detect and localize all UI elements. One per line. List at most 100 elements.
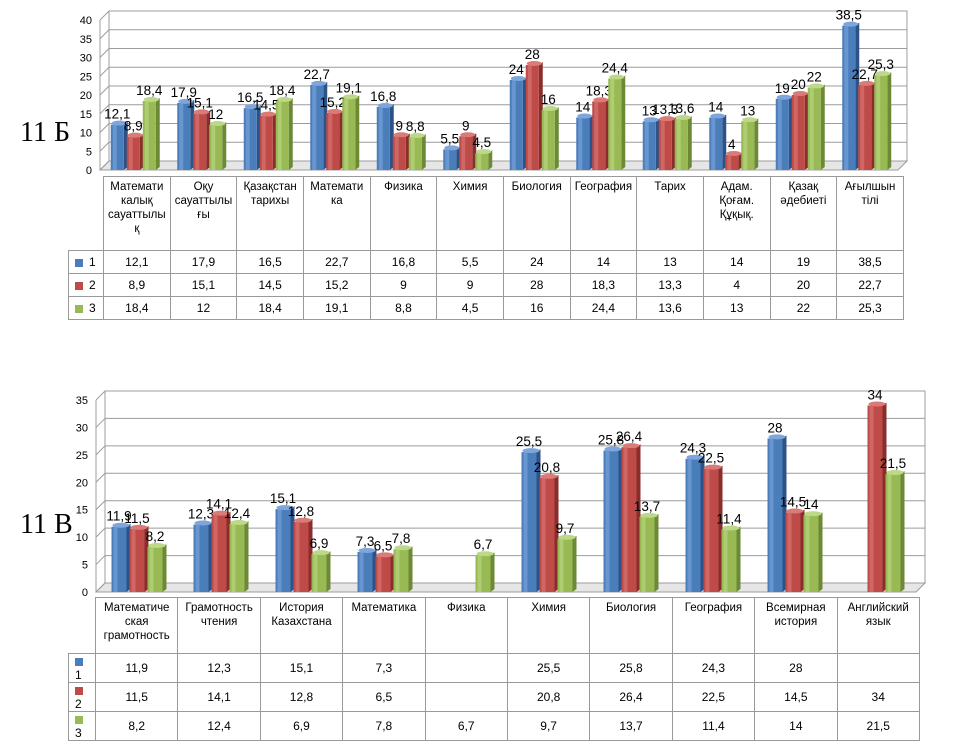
bar-series-3 [209, 121, 227, 170]
bar-top [540, 473, 558, 479]
bar-series-1 [357, 547, 377, 592]
table-cell [424, 653, 508, 683]
bar-top [312, 550, 330, 556]
bar-top [786, 508, 804, 514]
bar-series-3 [807, 83, 825, 170]
bar-value-label: 15,1 [187, 95, 213, 110]
table-cell: 12,4 [177, 711, 261, 741]
y-tick-label: 5 [86, 146, 92, 158]
legend-swatch [75, 282, 83, 290]
bar-highlight [144, 101, 149, 170]
bar-value-label: 8,8 [406, 119, 425, 134]
bar-top [476, 551, 494, 557]
bar-side [288, 98, 293, 170]
bar-top [609, 74, 625, 80]
bar-top [542, 106, 558, 111]
bar-top [577, 113, 593, 119]
table-cell: 5,5 [436, 250, 504, 274]
table-cell: 11,4 [671, 711, 756, 741]
table-cell: 12,3 [177, 653, 261, 683]
bar-top [593, 97, 609, 103]
y-tick-label: 0 [86, 165, 92, 176]
bar-top [143, 97, 159, 102]
bar-series-1 [193, 520, 213, 592]
bar-highlight [245, 108, 250, 170]
category-header: Ағылшын тілі [836, 176, 904, 251]
bar-highlight [844, 25, 849, 170]
bar-top [409, 133, 425, 138]
bar-value-label: 12,1 [104, 107, 130, 122]
bar-series-3 [741, 117, 759, 170]
table-cell: 20,8 [506, 682, 591, 712]
legend-key: 3 [68, 711, 96, 741]
bar-top [294, 517, 312, 523]
bar-series-3 [147, 543, 167, 592]
bar-value-label: 12,3 [188, 507, 214, 522]
gridline-depth [99, 85, 110, 96]
bar-top [230, 519, 248, 525]
bar-series-2 [703, 464, 723, 592]
table-header-row: Математи калық сауаттылы қ Оқу сауаттылы ғы Қаз… [68, 176, 904, 251]
bar-series-2 [525, 61, 543, 170]
data-table-11v: Математиче ская грамотность Грамотность чтен… [68, 597, 920, 741]
bar-side [244, 520, 249, 592]
bar-highlight [769, 438, 774, 592]
bar-highlight [113, 526, 118, 592]
category-header: История Казахстана [259, 597, 344, 654]
category-header: Английский язык [836, 597, 920, 654]
bar-series-2 [293, 517, 313, 592]
legend-key: 2 [68, 273, 104, 297]
table-row: 3 18,4 12 18,4 19,1 8,8 4,5 16 24,4 13,6 13 22 25,3 [68, 296, 904, 320]
bar-highlight [395, 549, 400, 592]
gridline-depth [99, 10, 110, 21]
table-cell: 16,5 [236, 250, 304, 274]
legend-swatch [75, 658, 83, 666]
table-cell: 25,3 [836, 296, 904, 320]
bar-series-2 [785, 508, 805, 592]
table-cell: 24,4 [569, 296, 638, 320]
bar-value-label: 9 [395, 118, 403, 133]
bar-series-1 [603, 446, 623, 592]
bar-value-label: 28 [525, 47, 540, 62]
data-table-11b: Математи калық сауаттылы қ Оқу сауаттылы ғы Қаз… [68, 176, 904, 320]
gridline-depth [99, 160, 110, 171]
bar-side [421, 134, 426, 170]
bar-value-label: 22 [807, 70, 822, 85]
bar-side [820, 84, 825, 170]
legend-key: 1 [68, 250, 104, 274]
category-header: География [671, 597, 756, 654]
bar-value-label: 16,5 [237, 90, 263, 105]
bar-highlight [805, 515, 810, 592]
bar-highlight [743, 121, 748, 170]
bar-top [311, 80, 327, 86]
bar-series-3 [721, 525, 741, 592]
table-row: 2 11,5 14,1 12,8 6,5 20,8 26,4 22,5 14,5 34 [68, 682, 920, 712]
class-label-11v: 11 В [20, 509, 73, 540]
table-cell: 7,8 [342, 711, 426, 741]
table-cell: 18,4 [236, 296, 304, 320]
category-header: Физика [369, 176, 438, 251]
table-cell: 14,5 [754, 682, 838, 712]
bar-highlight [179, 102, 184, 170]
bar-side [408, 546, 413, 592]
legend-swatch [75, 305, 83, 313]
bar-highlight [344, 98, 349, 170]
bar-value-label: 22,5 [698, 451, 724, 466]
bar-value-label: 11,4 [716, 511, 742, 526]
bar-value-label: 4 [728, 137, 736, 152]
bar-value-label: 12,4 [224, 506, 251, 521]
bar-highlight [578, 117, 583, 170]
bar-highlight [543, 110, 548, 170]
bar-highlight [711, 117, 716, 170]
bar-series-2 [375, 552, 395, 592]
bar-series-3 [557, 534, 577, 592]
bar-top [377, 103, 393, 108]
bar-top [260, 111, 276, 117]
y-tick-label: 25 [80, 71, 92, 83]
bar-side [900, 471, 905, 592]
table-cell: 14 [569, 250, 638, 274]
bar-side [222, 122, 227, 170]
bar-highlight [860, 84, 865, 170]
legend-key: 3 [68, 296, 104, 320]
bar-highlight [313, 554, 318, 592]
